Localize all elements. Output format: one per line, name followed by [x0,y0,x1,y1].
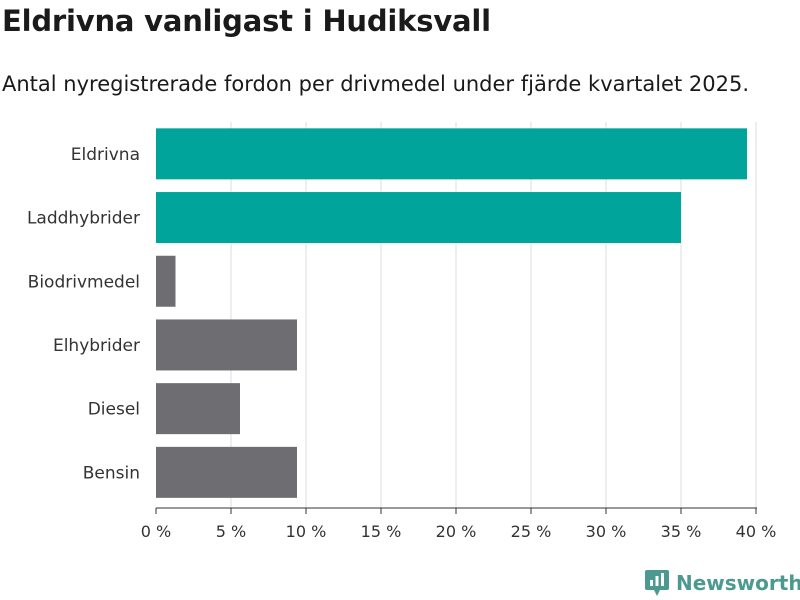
x-tick-label: 5 % [216,522,246,541]
bar-biodrivmedel [156,255,176,307]
x-tick-label: 30 % [586,522,627,541]
x-tick-labels: 0 % 5 % 10 % 15 % 20 % 25 % 30 % 35 % 40 % [141,508,777,541]
category-labels: Eldrivna Laddhybrider Biodrivmedel Elhybrid… [27,145,140,484]
bar-elhybrider [156,319,297,371]
bar-bensin [156,446,297,498]
category-label: Diesel [88,400,140,420]
x-tick-label: 25 % [511,522,552,541]
x-tick-label: 40 % [736,522,777,541]
chart-subtitle: Antal nyregistrerade fordon per drivmede… [2,72,750,96]
bars [156,128,747,498]
bar-diesel [156,383,240,435]
chart-title: Eldrivna vanligast i Hudiksvall [2,4,491,38]
x-tick-label: 0 % [141,522,171,541]
newsworthy-logo-icon [645,570,669,596]
x-tick-label: 10 % [286,522,327,541]
category-label: Laddhybrider [27,209,140,229]
x-tick-label: 20 % [436,522,477,541]
x-tick-label: 35 % [661,522,702,541]
bar-chart: Eldrivna Laddhybrider Biodrivmedel Elhybrid… [27,122,777,541]
category-label: Eldrivna [71,145,140,165]
x-tick-label: 15 % [361,522,402,541]
brand-name: Newsworthy [676,571,800,595]
grid-lines [230,122,757,508]
newsworthy-logo: Newsworthy [644,568,800,598]
category-label: Bensin [83,463,140,483]
category-label: Elhybrider [53,336,140,356]
bar-laddhybrider [156,192,681,244]
category-label: Biodrivmedel [28,272,140,292]
bar-eldrivna [156,128,747,180]
